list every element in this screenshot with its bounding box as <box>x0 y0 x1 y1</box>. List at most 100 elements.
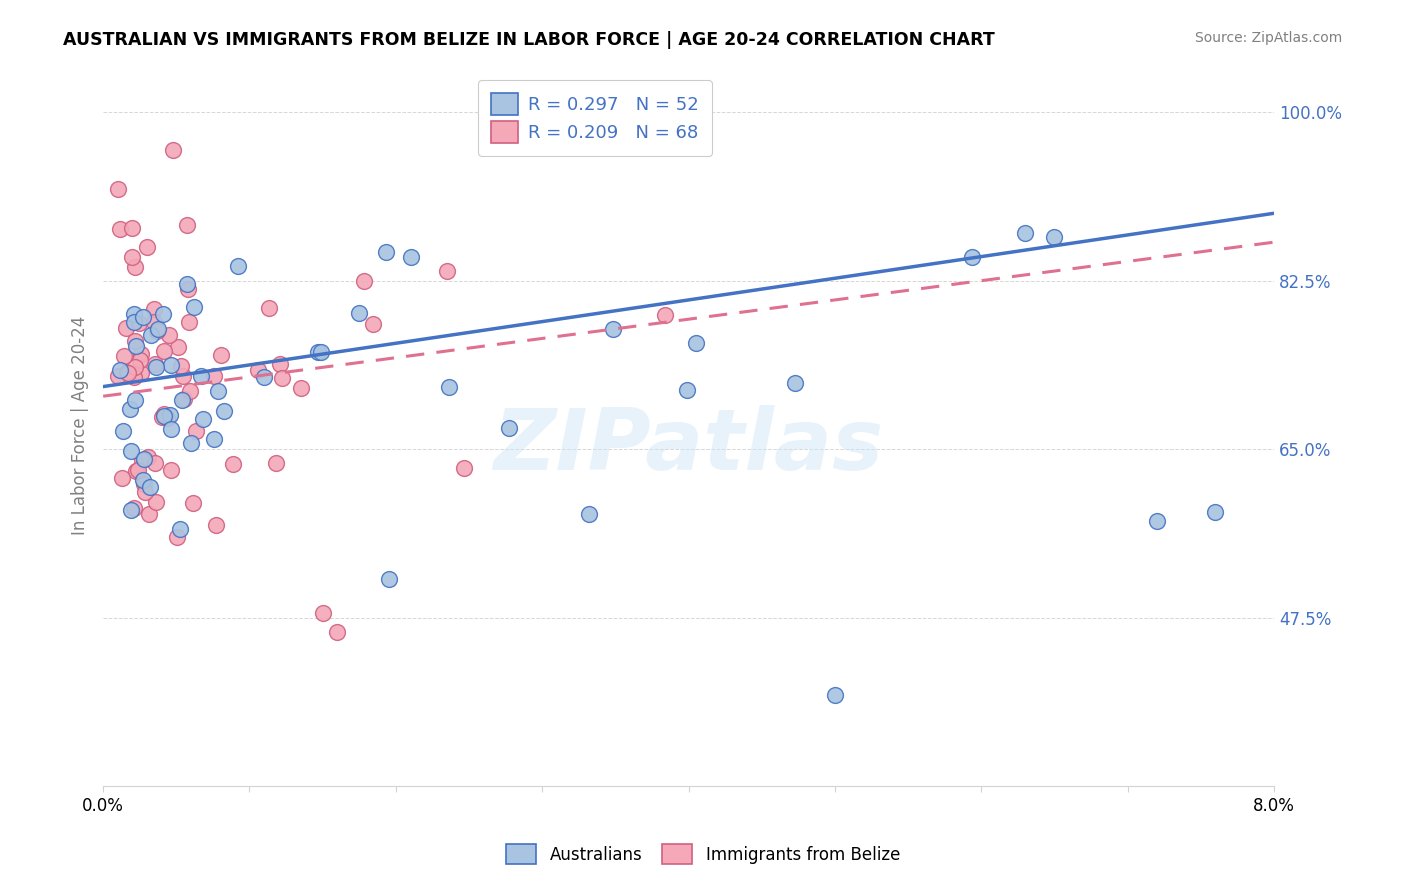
Point <box>179 384 201 398</box>
Point <box>309 344 332 359</box>
Point <box>166 530 188 544</box>
Point <box>399 250 422 264</box>
Legend: Australians, Immigrants from Belize: Australians, Immigrants from Belize <box>499 838 907 871</box>
Point <box>602 322 624 336</box>
Point <box>157 328 180 343</box>
Point <box>162 143 184 157</box>
Point <box>134 476 156 491</box>
Point <box>202 432 225 446</box>
Point <box>115 365 138 379</box>
Point <box>222 457 245 471</box>
Point <box>146 324 169 338</box>
Point <box>128 352 150 367</box>
Point <box>122 315 145 329</box>
Point <box>824 688 846 702</box>
Point <box>143 456 166 470</box>
Point <box>121 503 143 517</box>
Point <box>353 274 375 288</box>
Point <box>311 606 333 620</box>
Point <box>160 422 183 436</box>
Point <box>290 381 312 395</box>
Point <box>145 495 167 509</box>
Point <box>122 307 145 321</box>
Point <box>125 464 148 478</box>
Point <box>191 412 214 426</box>
Point <box>212 403 235 417</box>
Point <box>107 369 129 384</box>
Point <box>128 317 150 331</box>
Point <box>122 369 145 384</box>
Point <box>436 263 458 277</box>
Point <box>226 259 249 273</box>
Point <box>439 380 461 394</box>
Point <box>307 344 329 359</box>
Point <box>136 450 159 464</box>
Point <box>110 222 132 236</box>
Point <box>183 300 205 314</box>
Point <box>124 260 146 275</box>
Point <box>264 456 287 470</box>
Point <box>1146 515 1168 529</box>
Point <box>498 421 520 435</box>
Point <box>1204 505 1226 519</box>
Point <box>132 310 155 325</box>
Point <box>247 363 270 377</box>
Point <box>177 315 200 329</box>
Point <box>136 240 159 254</box>
Point <box>166 339 188 353</box>
Y-axis label: In Labor Force | Age 20-24: In Labor Force | Age 20-24 <box>72 316 89 534</box>
Point <box>107 182 129 196</box>
Point <box>783 376 806 390</box>
Point <box>453 461 475 475</box>
Point <box>142 314 165 328</box>
Point <box>685 336 707 351</box>
Point <box>153 409 176 424</box>
Point <box>134 485 156 500</box>
Point <box>117 366 139 380</box>
Point <box>146 322 169 336</box>
Point <box>202 369 225 384</box>
Point <box>361 318 384 332</box>
Text: Source: ZipAtlas.com: Source: ZipAtlas.com <box>1195 31 1343 45</box>
Point <box>152 307 174 321</box>
Point <box>143 357 166 371</box>
Point <box>169 522 191 536</box>
Legend: R = 0.297   N = 52, R = 0.209   N = 68: R = 0.297 N = 52, R = 0.209 N = 68 <box>478 80 711 156</box>
Point <box>1043 230 1066 244</box>
Point <box>176 219 198 233</box>
Point <box>139 480 162 494</box>
Point <box>654 308 676 322</box>
Point <box>176 277 198 292</box>
Point <box>172 369 194 384</box>
Point <box>156 410 179 425</box>
Point <box>170 392 193 407</box>
Point <box>145 359 167 374</box>
Point <box>108 363 131 377</box>
Point <box>675 383 697 397</box>
Point <box>326 625 349 640</box>
Point <box>110 471 132 485</box>
Point <box>112 349 135 363</box>
Point <box>124 359 146 374</box>
Point <box>131 347 153 361</box>
Point <box>134 452 156 467</box>
Point <box>271 371 294 385</box>
Point <box>111 425 134 439</box>
Point <box>375 245 398 260</box>
Point <box>121 443 143 458</box>
Point <box>160 463 183 477</box>
Point <box>139 328 162 343</box>
Point <box>378 572 401 586</box>
Point <box>252 370 274 384</box>
Point <box>124 334 146 349</box>
Point <box>578 507 600 521</box>
Point <box>124 392 146 407</box>
Point <box>177 282 200 296</box>
Point <box>153 408 176 422</box>
Point <box>153 344 176 359</box>
Point <box>170 359 193 374</box>
Point <box>257 301 280 315</box>
Point <box>121 250 143 264</box>
Point <box>124 500 146 515</box>
Point <box>159 358 181 372</box>
